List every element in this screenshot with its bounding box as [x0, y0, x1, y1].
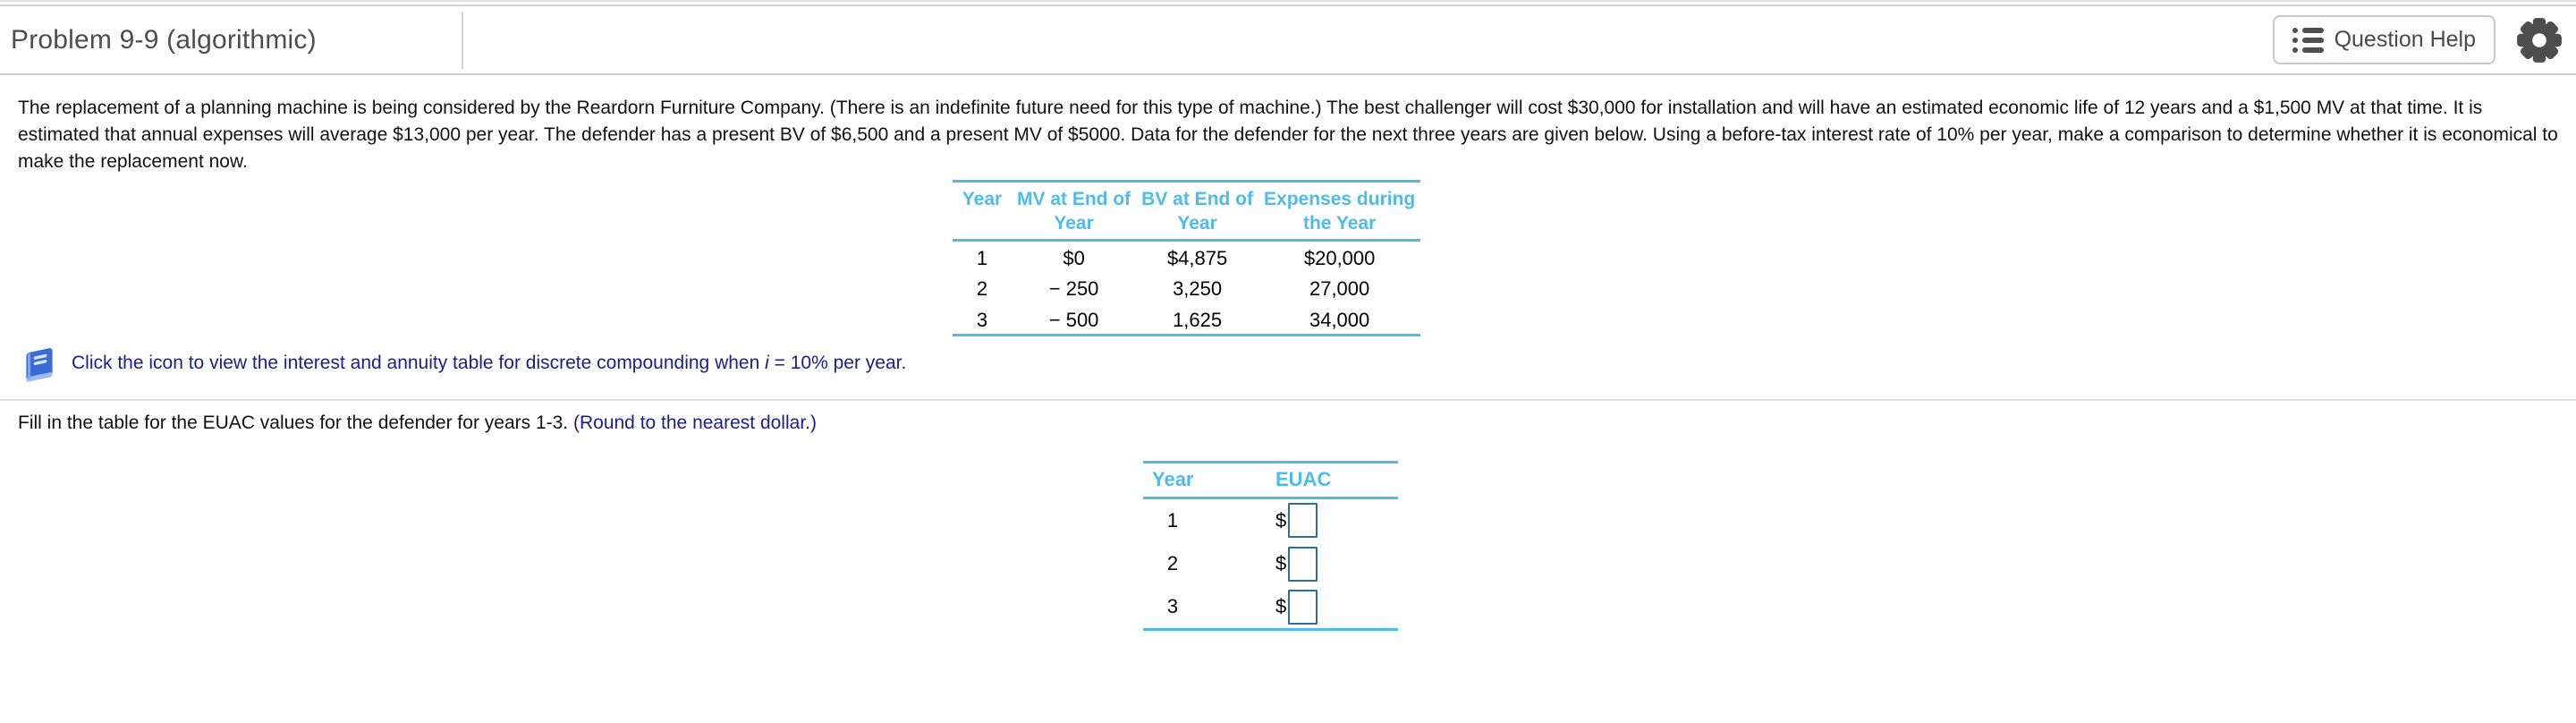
table-row: 3 − 500 1,625 34,000: [953, 303, 1421, 336]
table-cell: 27,000: [1309, 277, 1370, 300]
question-help-label: Question Help: [2334, 27, 2476, 52]
euac-input-year-3[interactable]: [1288, 589, 1318, 625]
settings-button[interactable]: [2515, 15, 2563, 65]
page-title: Problem 9-9 (algorithmic): [11, 24, 317, 55]
euac-table: Year EUAC 1 $ 2 $: [1143, 461, 1398, 631]
table-row: 2 − 250 3,250 27,000: [953, 272, 1420, 303]
table-cell: $20,000: [1303, 247, 1376, 269]
currency-symbol: $: [1275, 508, 1287, 532]
euac-input-year-2[interactable]: [1288, 546, 1318, 582]
table-row: 1 $: [1143, 498, 1398, 542]
table-cell: 1,625: [1173, 309, 1223, 331]
question-help-list-icon: [2292, 27, 2324, 53]
defender-header-year: Year: [962, 189, 1003, 209]
table-cell: − 250: [1048, 277, 1099, 300]
table-cell: 34,000: [1309, 309, 1370, 331]
defender-header-bv: BV at End of Year: [1141, 189, 1254, 234]
answer-section: Fill in the table for the EUAC values fo…: [0, 413, 2576, 631]
defender-header-mv: MV at End of Year: [1017, 189, 1131, 234]
euac-header-year: Year: [1152, 468, 1194, 490]
title-wrap: Problem 9-9 (algorithmic): [11, 11, 463, 69]
euac-input-year-1[interactable]: [1288, 503, 1318, 539]
interest-rate-variable: i: [765, 353, 769, 373]
defender-table-header-row: Year MV at End of Year BV at End of Year E…: [953, 181, 1421, 241]
euac-year-label: 2: [1166, 552, 1179, 574]
problem-header: Problem 9-9 (algorithmic) Question Help: [0, 6, 2576, 75]
table-cell: $4,875: [1166, 247, 1228, 269]
euac-year-label: 1: [1166, 508, 1179, 532]
table-row: 2 $: [1143, 542, 1398, 586]
euac-header-euac: EUAC: [1275, 468, 1332, 490]
problem-content: The replacement of a planning machine is…: [0, 95, 2576, 385]
problem-statement: The replacement of a planning machine is…: [18, 98, 2558, 172]
currency-symbol: $: [1275, 552, 1287, 574]
annuity-table-book-icon[interactable]: [18, 342, 61, 385]
table-cell: 1: [976, 247, 988, 269]
gear-icon: [2517, 17, 2562, 63]
table-cell: − 500: [1048, 309, 1099, 331]
table-cell: 3,250: [1173, 277, 1223, 300]
header-right: Question Help: [2272, 15, 2576, 65]
section-divider: [0, 399, 2576, 401]
annuity-table-note: Click the icon to view the interest and …: [72, 353, 907, 373]
window-top-strip: [0, 0, 2576, 6]
annuity-note-row: Click the icon to view the interest and …: [18, 342, 2558, 385]
rounding-note: (Round to the nearest dollar.): [572, 413, 817, 433]
euac-year-label: 3: [1166, 595, 1179, 618]
defender-data-table: Year MV at End of Year BV at End of Year E…: [953, 180, 1421, 336]
euac-header-row: Year EUAC: [1143, 462, 1398, 498]
table-cell: 3: [976, 309, 988, 331]
currency-symbol: $: [1275, 595, 1287, 618]
defender-header-expenses: Expenses during the Year: [1264, 189, 1416, 234]
question-help-button[interactable]: Question Help: [2272, 15, 2496, 64]
table-cell: 2: [976, 277, 988, 300]
table-row: 1 $0 $4,875 $20,000: [953, 241, 1420, 273]
table-cell: $0: [1063, 247, 1085, 269]
answer-prompt: Fill in the table for the EUAC values fo…: [18, 413, 817, 433]
table-row: 3 $: [1143, 586, 1398, 630]
